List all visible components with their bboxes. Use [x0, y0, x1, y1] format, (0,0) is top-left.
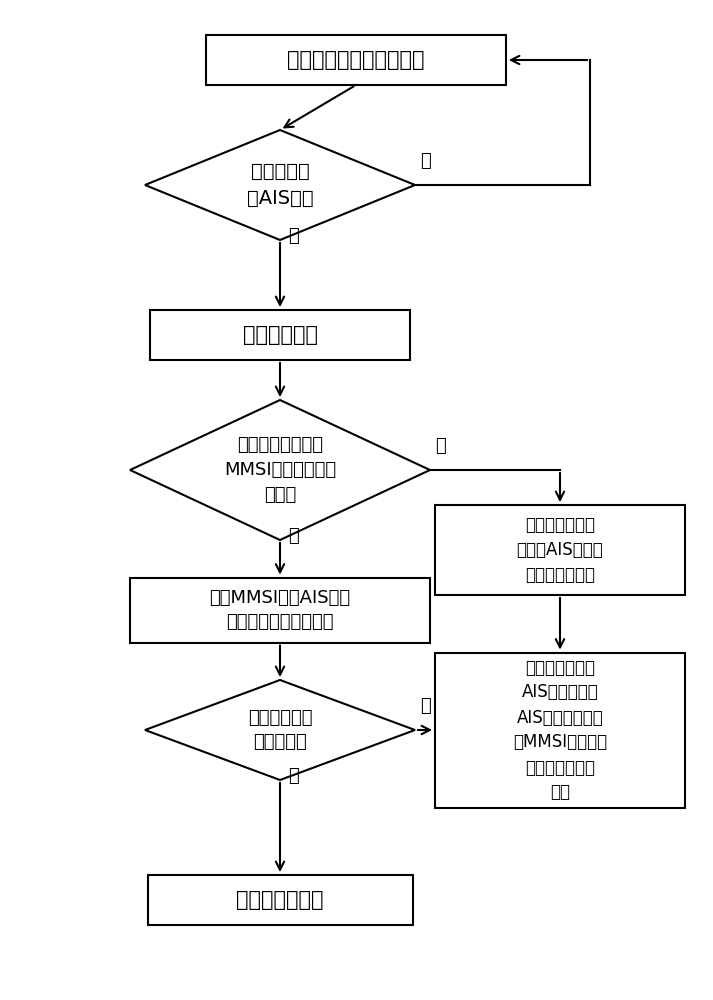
Bar	[206, 35, 506, 85]
Text: 比对船舶数据
是否有更新: 比对船舶数据 是否有更新	[247, 708, 312, 752]
Text: 接收到正确
的AIS语句: 接收到正确 的AIS语句	[247, 162, 313, 208]
Bar	[130, 578, 430, 643]
Text: 根据MMSI取出AIS数据
链表中对应的船舶数据: 根据MMSI取出AIS数据 链表中对应的船舶数据	[210, 588, 351, 632]
Text: 解析船舶数据: 解析船舶数据	[242, 325, 317, 345]
Text: 更新船舶数据至
AIS数据链表，
AIS数据链表及所
述MMSI号的船舶
数据均设置更新
标志: 更新船舶数据至 AIS数据链表， AIS数据链表及所 述MMSI号的船舶 数据均…	[513, 658, 607, 802]
Text: 否: 否	[435, 437, 446, 455]
Text: 是: 是	[288, 227, 299, 245]
Text: 接收到船舶数据的
MMSI号是否存在数
据链表: 接收到船舶数据的 MMSI号是否存在数 据链表	[224, 436, 336, 504]
Text: 计算机串口接收船舶数据: 计算机串口接收船舶数据	[287, 50, 425, 70]
Text: 是: 是	[288, 527, 299, 545]
Polygon shape	[145, 130, 415, 240]
Bar	[435, 505, 685, 595]
Bar	[150, 310, 410, 360]
Text: 否: 否	[288, 767, 299, 785]
Text: 给当前船舶数据
表分配AIS数据链
表中的存储位置: 给当前船舶数据 表分配AIS数据链 表中的存储位置	[517, 516, 603, 584]
Text: 否: 否	[420, 152, 431, 170]
Polygon shape	[145, 680, 415, 780]
Text: 是: 是	[420, 697, 431, 715]
Text: 丢弃该船舶数据: 丢弃该船舶数据	[236, 890, 324, 910]
Polygon shape	[130, 400, 430, 540]
Bar	[148, 875, 413, 925]
Bar	[435, 652, 685, 808]
